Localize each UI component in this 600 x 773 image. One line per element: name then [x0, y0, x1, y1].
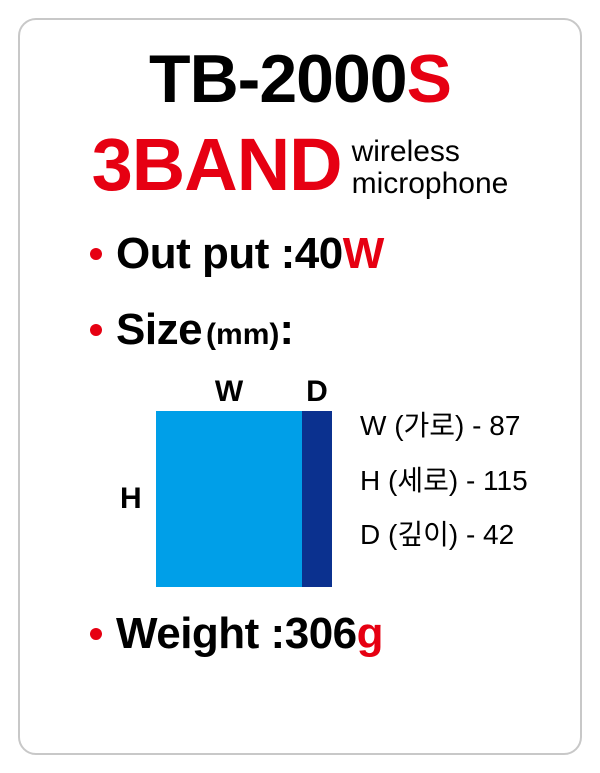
spec-card: TB-2000S 3BAND wireless microphone Out p… [18, 18, 582, 755]
weight-unit: g [357, 609, 383, 658]
output-label: Out put : [116, 229, 295, 279]
h-label: H [120, 482, 142, 516]
box-front [156, 411, 302, 587]
size-diagram: W D H [156, 411, 332, 587]
subtitle-line1: wireless [352, 136, 509, 168]
size-diagram-row: W D H W (가로) - 87 H (세로) - 115 D (깊이) - … [50, 375, 550, 587]
size-label: Size [116, 305, 202, 355]
dim-d: D (깊이) - 42 [360, 508, 528, 563]
model-prefix: TB-2000 [149, 41, 407, 117]
model-suffix: S [407, 41, 451, 117]
dim-h: H (세로) - 115 [360, 454, 528, 509]
output-number: 40 [295, 229, 343, 278]
subtitle-line2: microphone [352, 168, 509, 200]
d-label: D [302, 375, 332, 409]
weight-label: Weight : [116, 609, 285, 659]
output-value: 40W [295, 229, 384, 279]
bullet-icon [90, 324, 102, 336]
bullet-icon [90, 248, 102, 260]
size-line: Size (mm) : [50, 305, 550, 355]
weight-line: Weight : 306g [50, 609, 550, 659]
box-side [302, 411, 332, 587]
output-unit: W [343, 229, 384, 278]
weight-value: 306g [285, 609, 383, 659]
subtitle: 3BAND wireless microphone [50, 122, 550, 207]
size-colon: : [279, 305, 293, 355]
model-title: TB-2000S [50, 40, 550, 118]
output-line: Out put : 40W [50, 229, 550, 279]
w-label: W [156, 375, 302, 409]
bullet-icon [90, 628, 102, 640]
size-unit: (mm) [206, 318, 279, 352]
subtitle-big: 3BAND [92, 122, 342, 207]
dim-w: W (가로) - 87 [360, 399, 528, 454]
size-box [156, 411, 332, 587]
subtitle-small: wireless microphone [352, 136, 509, 199]
dimension-list: W (가로) - 87 H (세로) - 115 D (깊이) - 42 [360, 399, 528, 563]
weight-number: 306 [285, 609, 357, 658]
top-labels: W D [156, 375, 332, 409]
